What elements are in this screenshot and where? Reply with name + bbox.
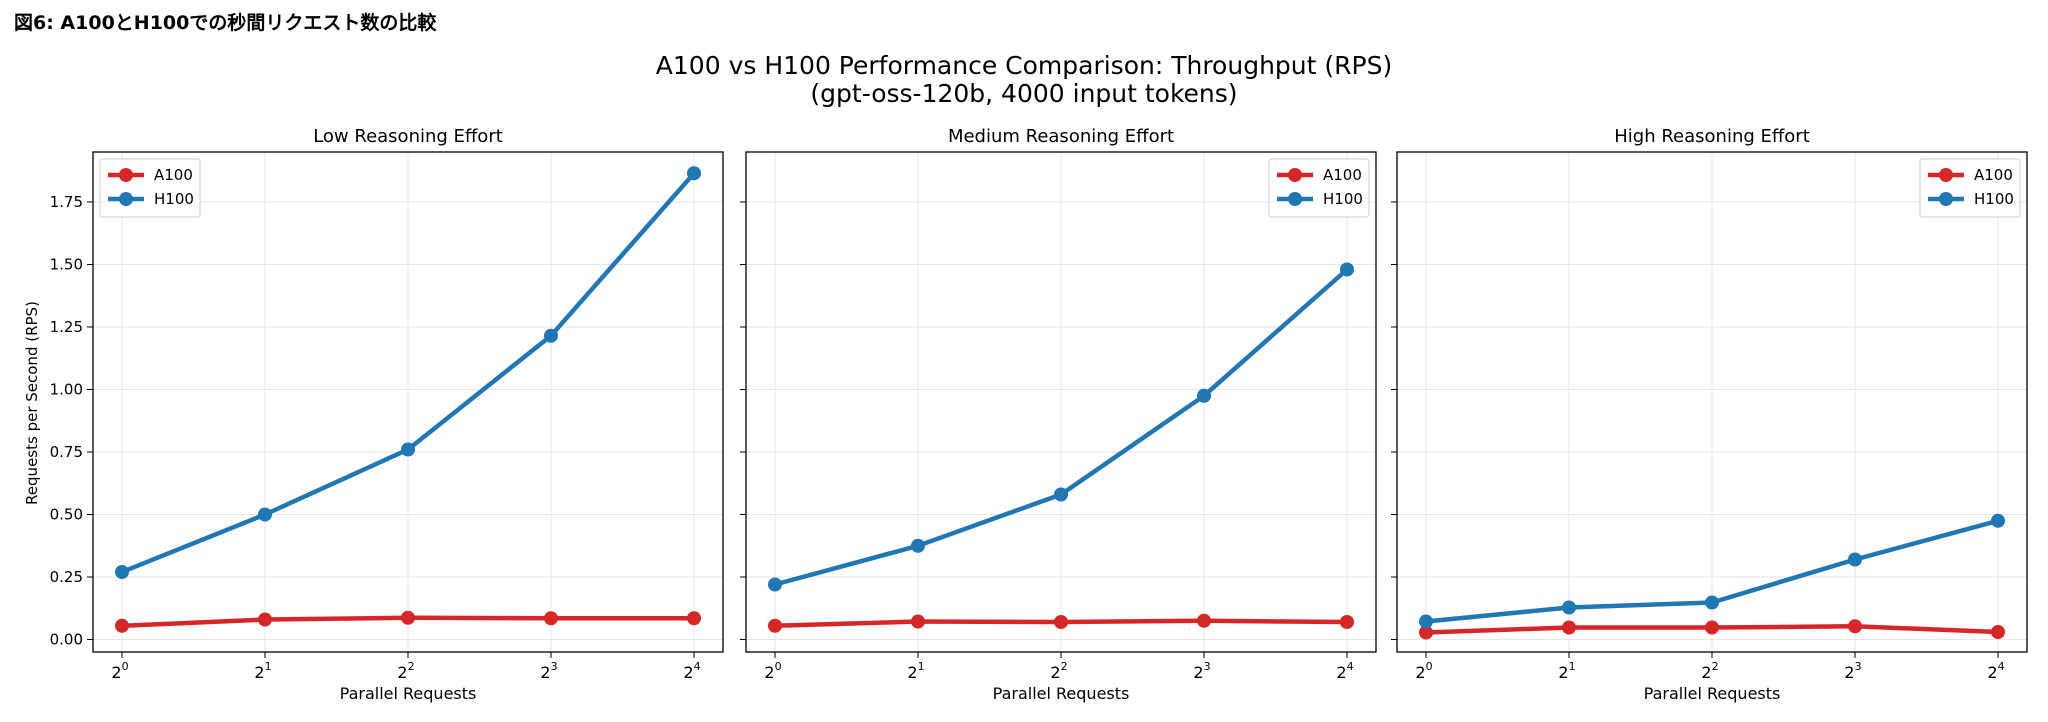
x-tick-label: 20: [764, 660, 781, 682]
x-tick-label: 24: [1987, 660, 2004, 682]
x-tick-label: 23: [1844, 660, 1861, 682]
data-point-a100: [1340, 615, 1354, 629]
x-tick-label: 21: [907, 660, 924, 682]
panel-title: Medium Reasoning Effort: [948, 126, 1174, 147]
y-tick-label: 0.50: [50, 506, 83, 524]
data-point-a100: [1054, 615, 1068, 629]
x-tick-label: 21: [254, 660, 271, 682]
data-point-h100: [1419, 614, 1433, 629]
data-point-h100: [258, 507, 272, 522]
legend-marker-h100: [1939, 192, 1953, 206]
figure-title-line2: (gpt-oss-120b, 4000 input tokens): [810, 79, 1237, 108]
data-point-a100: [1848, 619, 1862, 634]
data-point-a100: [1197, 613, 1211, 628]
data-point-a100: [687, 611, 701, 626]
data-point-a100: [258, 612, 272, 627]
y-tick-label: 0.25: [50, 568, 83, 586]
data-point-h100: [1705, 595, 1719, 610]
x-tick-label: 21: [1558, 660, 1575, 682]
legend: A100 H100: [99, 158, 201, 218]
chart-panel-1: 0.00 0.25 0.50 0.75 1.00 1.25 1.50 1.75 20 21 22 23…: [50, 126, 724, 703]
plot-frame: [1396, 151, 2028, 653]
data-point-a100: [544, 611, 558, 626]
data-point-a100: [1991, 625, 2005, 639]
legend-marker-h100: [1288, 192, 1302, 206]
data-point-h100: [768, 577, 782, 592]
data-point-h100: [115, 565, 129, 579]
legend-marker-h100: [119, 192, 133, 206]
data-point-a100: [1562, 620, 1576, 635]
figure-caption: 図6: A100とH100での秒間リクエスト数の比較: [14, 12, 437, 34]
legend-marker-a100: [1288, 168, 1302, 182]
data-point-a100: [401, 610, 415, 625]
legend-label: H100: [154, 190, 194, 208]
x-tick-label: 20: [111, 660, 128, 682]
legend-label: A100: [1323, 166, 1362, 184]
data-point-h100: [911, 538, 925, 553]
legend-marker-a100: [1939, 168, 1953, 182]
figure-title-line1: A100 vs H100 Performance Comparison: Thr…: [656, 51, 1392, 80]
x-tick-label: 22: [397, 660, 414, 682]
y-tick-label: 1.75: [50, 193, 83, 211]
y-tick-label: 1.25: [50, 318, 83, 336]
x-tick-label: 22: [1701, 660, 1718, 682]
data-point-h100: [1848, 552, 1862, 567]
y-tick-label: 1.00: [50, 381, 83, 399]
legend-label: A100: [1974, 166, 2013, 184]
x-axis-label: Parallel Requests: [993, 684, 1130, 703]
data-point-h100: [1197, 388, 1211, 403]
data-point-a100: [911, 614, 925, 629]
x-tick-label: 23: [540, 660, 557, 682]
data-point-a100: [115, 618, 129, 633]
data-point-h100: [1562, 600, 1576, 615]
data-point-h100: [687, 166, 701, 181]
data-point-h100: [1340, 262, 1354, 277]
x-axis-label: Parallel Requests: [1644, 684, 1781, 703]
y-tick-label: 0.75: [50, 443, 83, 461]
legend-label: H100: [1323, 190, 1363, 208]
legend-marker-a100: [119, 168, 133, 182]
x-tick-label: 22: [1050, 660, 1067, 682]
x-tick-label: 24: [1336, 660, 1353, 682]
data-point-a100: [1705, 620, 1719, 635]
x-tick-label: 20: [1415, 660, 1432, 682]
x-axis-label: Parallel Requests: [340, 684, 477, 703]
panel-title: Low Reasoning Effort: [313, 126, 503, 147]
data-point-a100: [1419, 625, 1433, 640]
legend: A100 H100: [1919, 158, 2021, 218]
legend-label: A100: [154, 166, 193, 184]
x-tick-label: 23: [1193, 660, 1210, 682]
y-tick-label: 0.00: [50, 631, 83, 649]
data-point-h100: [544, 328, 558, 343]
data-point-h100: [401, 442, 415, 457]
chart-panel-2: 20 21 22 23 24 Medium Reasoning Effort Paralle…: [740, 126, 1377, 703]
panel-title: High Reasoning Effort: [1614, 126, 1810, 147]
plot-frame: [92, 151, 724, 653]
y-tick-label: 1.50: [50, 256, 83, 274]
chart-panel-3: 20 21 22 23 24 High Reasoning Effort Parallel …: [1391, 126, 2028, 703]
y-axis-label: Requests per Second (RPS): [23, 301, 41, 505]
data-point-a100: [768, 618, 782, 633]
legend: A100 H100: [1268, 158, 1370, 218]
data-point-h100: [1054, 487, 1068, 502]
plot-frame: [745, 151, 1377, 653]
x-tick-label: 24: [683, 660, 700, 682]
panels-group: 0.00 0.25 0.50 0.75 1.00 1.25 1.50 1.75 20 21 22 23…: [50, 126, 2028, 703]
legend-label: H100: [1974, 190, 2014, 208]
data-point-h100: [1991, 513, 2005, 528]
